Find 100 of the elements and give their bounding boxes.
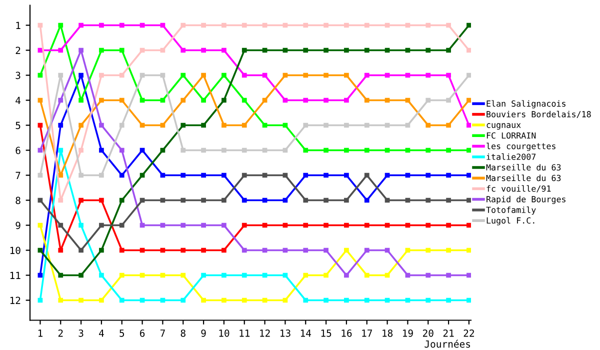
point: [242, 148, 247, 153]
point: [364, 72, 370, 78]
point: [180, 148, 186, 153]
point: [466, 148, 471, 153]
point: [140, 72, 145, 78]
point: [364, 248, 370, 253]
point: [119, 122, 124, 128]
x-tick-label: 10: [219, 330, 230, 337]
point: [303, 222, 308, 228]
point: [222, 198, 226, 203]
point: [160, 172, 166, 178]
point: [78, 198, 84, 203]
point: [262, 272, 268, 278]
y-tick-label: 1: [16, 22, 20, 29]
point: [364, 148, 370, 153]
point: [426, 122, 431, 128]
point: [38, 98, 43, 103]
point: [282, 222, 288, 228]
x-tick-label: 9: [201, 330, 206, 337]
point: [262, 172, 268, 178]
point: [282, 98, 288, 103]
point: [384, 72, 390, 78]
point: [384, 148, 390, 153]
point: [344, 272, 349, 278]
point: [222, 248, 226, 253]
point: [160, 122, 166, 128]
point: [119, 72, 124, 78]
y-tick-label: 11: [10, 272, 20, 279]
point: [38, 222, 43, 228]
point: [344, 98, 349, 103]
point: [242, 248, 247, 253]
point: [78, 272, 84, 278]
x-tick-label: 15: [321, 330, 332, 337]
legend-label: fc vouille/91: [486, 185, 551, 192]
x-tick-label: 14: [300, 330, 312, 337]
point: [58, 122, 64, 128]
point: [324, 248, 328, 253]
point: [201, 148, 206, 153]
point: [140, 122, 145, 128]
point: [384, 198, 390, 203]
point: [405, 72, 410, 78]
point: [140, 198, 145, 203]
point: [364, 222, 370, 228]
point: [58, 72, 64, 78]
point: [446, 272, 451, 278]
point: [262, 48, 268, 53]
point: [466, 272, 471, 278]
point: [426, 48, 431, 53]
point: [324, 222, 328, 228]
point: [201, 222, 206, 228]
point: [466, 222, 471, 228]
point: [282, 148, 288, 153]
point: [364, 98, 370, 103]
x-tick-label: 8: [180, 330, 186, 337]
point: [119, 172, 124, 178]
point: [201, 22, 206, 28]
point: [201, 272, 206, 278]
point: [446, 48, 451, 53]
point: [262, 248, 268, 253]
point: [344, 222, 349, 228]
point: [426, 248, 431, 253]
point: [446, 148, 451, 153]
point: [303, 172, 308, 178]
point: [140, 22, 145, 28]
point: [180, 198, 186, 203]
point: [324, 148, 328, 153]
point: [384, 172, 390, 178]
point: [119, 272, 124, 278]
point: [446, 122, 451, 128]
y-tick-label: 10: [10, 246, 20, 254]
legend-label: cugnaux: [486, 123, 521, 130]
point: [58, 98, 64, 103]
point: [99, 222, 104, 228]
x-tick-label: 12: [260, 330, 270, 337]
x-tick-label: 4: [99, 330, 104, 337]
y-tick-label: 3: [16, 72, 20, 80]
point: [78, 22, 84, 28]
point: [201, 198, 206, 203]
point: [446, 198, 451, 203]
point: [78, 98, 84, 103]
legend-label: Totofamily: [486, 206, 536, 215]
point: [262, 122, 268, 128]
point: [222, 172, 226, 178]
point: [58, 198, 64, 203]
point: [466, 248, 471, 253]
legend-label: Marseille du 63: [486, 174, 561, 182]
point: [426, 172, 431, 178]
point: [426, 22, 431, 28]
point: [222, 122, 226, 128]
point: [201, 72, 206, 78]
point: [180, 98, 186, 103]
x-tick-label: 21: [443, 330, 454, 337]
point: [140, 172, 145, 178]
point: [242, 298, 247, 303]
point: [201, 98, 206, 103]
point: [222, 298, 226, 303]
point: [446, 98, 451, 103]
x-tick-label: 1: [38, 330, 42, 337]
point: [242, 198, 247, 203]
point: [262, 222, 268, 228]
